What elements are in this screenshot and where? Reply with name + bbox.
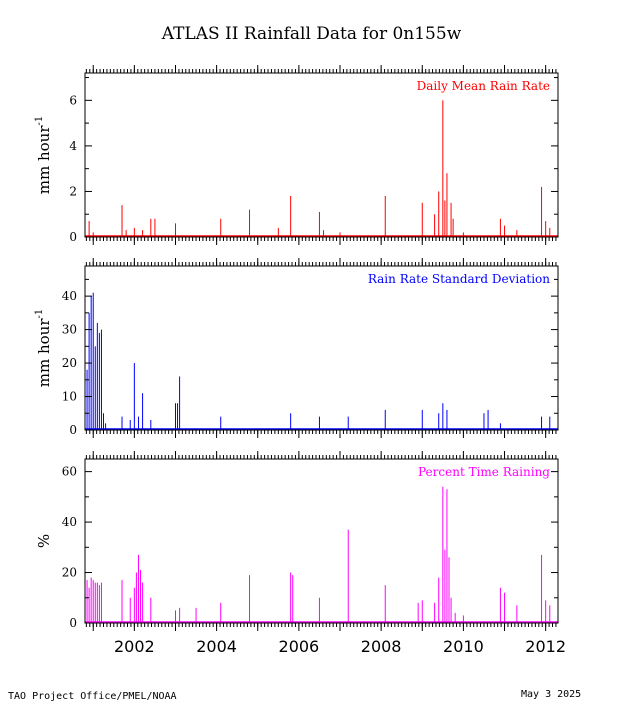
plot-frame xyxy=(84,458,559,624)
y-tick-label: 6 xyxy=(69,93,77,107)
footer-credit: TAO Project Office/PMEL/NOAA xyxy=(8,691,177,702)
y-tick-label: 20 xyxy=(62,356,77,370)
y-axis-title: % xyxy=(35,534,53,548)
y-tick-label: 60 xyxy=(62,465,77,479)
y-tick-label: 4 xyxy=(69,139,77,153)
x-tick-label: 2004 xyxy=(196,637,237,656)
x-tick-label: 2012 xyxy=(525,637,566,656)
y-tick-label: 40 xyxy=(62,289,77,303)
y-axis-title: mm hour-1 xyxy=(34,309,53,388)
chart-title: ATLAS II Rainfall Data for 0n155w xyxy=(161,24,462,44)
plot-frame xyxy=(84,72,559,238)
x-tick-label: 2002 xyxy=(114,637,155,656)
y-tick-label: 0 xyxy=(69,230,77,244)
plot-frame xyxy=(84,265,559,431)
y-tick-label: 20 xyxy=(62,566,77,580)
y-axis-title-superscript: -1 xyxy=(34,309,45,319)
y-tick-label: 10 xyxy=(62,390,77,404)
y-tick-label: 0 xyxy=(69,616,77,630)
y-axis-title-superscript: -1 xyxy=(34,116,45,126)
y-tick-label: 30 xyxy=(62,323,77,337)
y-tick-label: 40 xyxy=(62,515,77,529)
y-tick-label: 2 xyxy=(69,184,77,198)
panel-title: Rain Rate Standard Deviation xyxy=(368,272,550,286)
y-tick-label: 0 xyxy=(69,423,77,437)
x-tick-label: 2006 xyxy=(279,637,320,656)
y-axis-title: mm hour-1 xyxy=(34,116,53,195)
footer-date: May 3 2025 xyxy=(521,689,582,700)
panel-title: Percent Time Raining xyxy=(418,465,550,479)
x-tick-label: 2010 xyxy=(443,637,484,656)
x-tick-label: 2008 xyxy=(361,637,402,656)
panel-title: Daily Mean Rain Rate xyxy=(417,79,550,93)
